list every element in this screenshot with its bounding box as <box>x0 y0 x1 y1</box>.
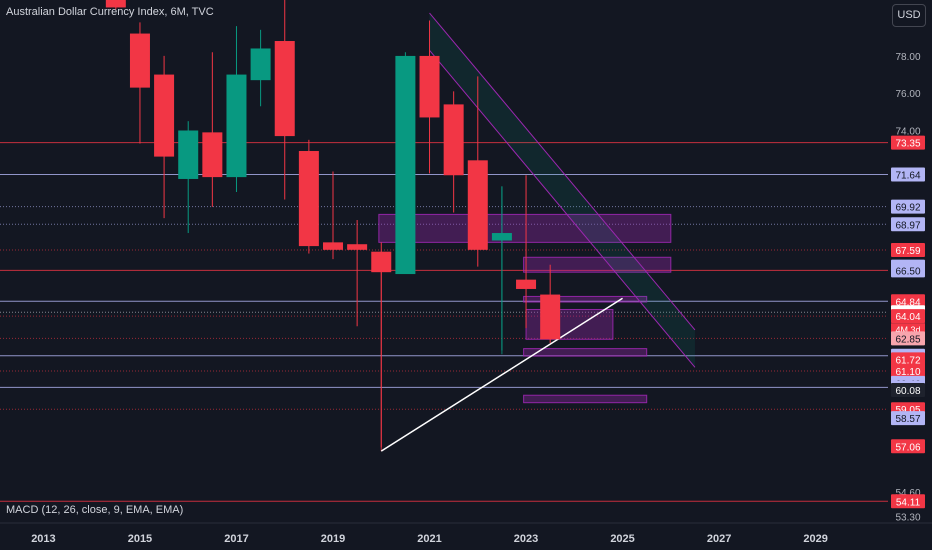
candle-body-1 <box>129 33 150 88</box>
candle-body-18 <box>540 294 561 340</box>
time-tick-7: 2027 <box>707 533 731 545</box>
price-label-16: 60.08 <box>895 386 920 397</box>
price-label-box-10 <box>891 331 925 346</box>
price-label-4: 67.59 <box>895 246 920 257</box>
candle-body-16 <box>491 233 512 241</box>
candle-body-5 <box>226 74 247 178</box>
price-label-18: 58.57 <box>895 414 920 425</box>
time-tick-2: 2017 <box>224 533 248 545</box>
price-label-1: 71.64 <box>895 170 920 181</box>
time-axis: 2013 2015 2017 2019 2021 2023 2025 2027 2029 <box>31 533 828 545</box>
price-label-box-19 <box>891 439 925 454</box>
price-tick-2: 76.00 <box>895 89 920 100</box>
price-label-2: 69.92 <box>895 203 920 214</box>
price-tick-1: 78.00 <box>895 52 920 63</box>
price-label-countdown-9: 4M 3d <box>895 325 920 335</box>
candle-body-8 <box>298 151 319 247</box>
price-label-box-9 <box>891 309 925 324</box>
channel-upper-line <box>429 12 696 331</box>
candle-body-3 <box>178 130 199 179</box>
price-tick-3: 74.00 <box>895 127 920 138</box>
time-tick-1: 2015 <box>128 533 152 545</box>
price-label-10: 62.85 <box>895 334 920 345</box>
candle-body-0 <box>105 0 126 8</box>
price-label-box-7 <box>891 294 925 309</box>
price-label-12: 61.72 <box>895 355 920 366</box>
candle-body-11 <box>371 251 392 273</box>
time-tick-4: 2021 <box>417 533 441 545</box>
zone-box-3 <box>525 308 614 340</box>
candle-body-7 <box>274 41 295 137</box>
trendline <box>380 297 623 452</box>
candle-body-4 <box>202 132 223 178</box>
candle-body-10 <box>347 244 368 250</box>
price-label-box-4 <box>891 243 925 258</box>
price-label-6: 66.50 <box>895 266 920 277</box>
candle-body-13 <box>419 55 440 118</box>
candle-body-17 <box>516 279 537 289</box>
price-labels: 73.3571.6469.9268.9767.5966.7066.5064.84… <box>891 135 925 509</box>
time-tick-3: 2019 <box>321 533 345 545</box>
time-tick-0: 2013 <box>31 533 55 545</box>
candle-body-6 <box>250 48 271 81</box>
price-label-17: 59.05 <box>895 405 920 416</box>
descending-channel <box>429 12 696 368</box>
price-label-box-20 <box>891 494 925 509</box>
candle-body-2 <box>154 74 175 157</box>
candle-body-15 <box>467 160 488 250</box>
price-label-box-6 <box>891 263 925 278</box>
price-label-3: 68.97 <box>895 220 920 231</box>
price-label-20: 54.11 <box>896 497 921 508</box>
price-label-box-12 <box>891 352 925 367</box>
price-label-box-13 <box>891 363 925 378</box>
currency-button[interactable]: USD <box>892 4 926 27</box>
zone-box-5 <box>523 394 648 404</box>
time-tick-8: 2029 <box>803 533 827 545</box>
zone-box-4 <box>523 348 648 357</box>
candle-body-9 <box>323 242 343 250</box>
channel-fill <box>429 13 695 368</box>
price-tick-5: 54.60 <box>895 488 920 499</box>
channel-lower-line <box>429 50 696 368</box>
zone-boxes <box>378 213 672 404</box>
price-label-box-18 <box>891 411 925 426</box>
price-tick-6: 53.30 <box>895 512 920 523</box>
price-label-box-1 <box>891 167 925 182</box>
price-label-7: 64.84 <box>895 297 920 308</box>
rising-trendline <box>380 297 623 452</box>
candles <box>105 0 561 448</box>
zone-box-2 <box>523 295 648 303</box>
price-label-box-2 <box>891 199 925 214</box>
candle-body-12 <box>395 55 416 275</box>
macd-indicator-label[interactable]: MACD (12, 26, close, 9, EMA, EMA) <box>6 504 184 516</box>
price-label-box-3 <box>891 217 925 232</box>
zone-box-1 <box>523 256 672 273</box>
price-label-9: 64.04 <box>895 312 920 323</box>
candle-body-14 <box>443 104 464 176</box>
price-label-box-0 <box>891 135 925 150</box>
price-label-0: 73.35 <box>895 139 920 150</box>
price-label-box-16 <box>891 383 925 398</box>
price-label-19: 57.06 <box>895 442 920 453</box>
zone-box-0 <box>378 213 672 243</box>
price-label-13: 61.10 <box>895 367 920 378</box>
time-tick-6: 2025 <box>610 533 634 545</box>
time-tick-5: 2023 <box>514 533 538 545</box>
chart-title: Australian Dollar Currency Index, 6M, TV… <box>6 6 214 18</box>
